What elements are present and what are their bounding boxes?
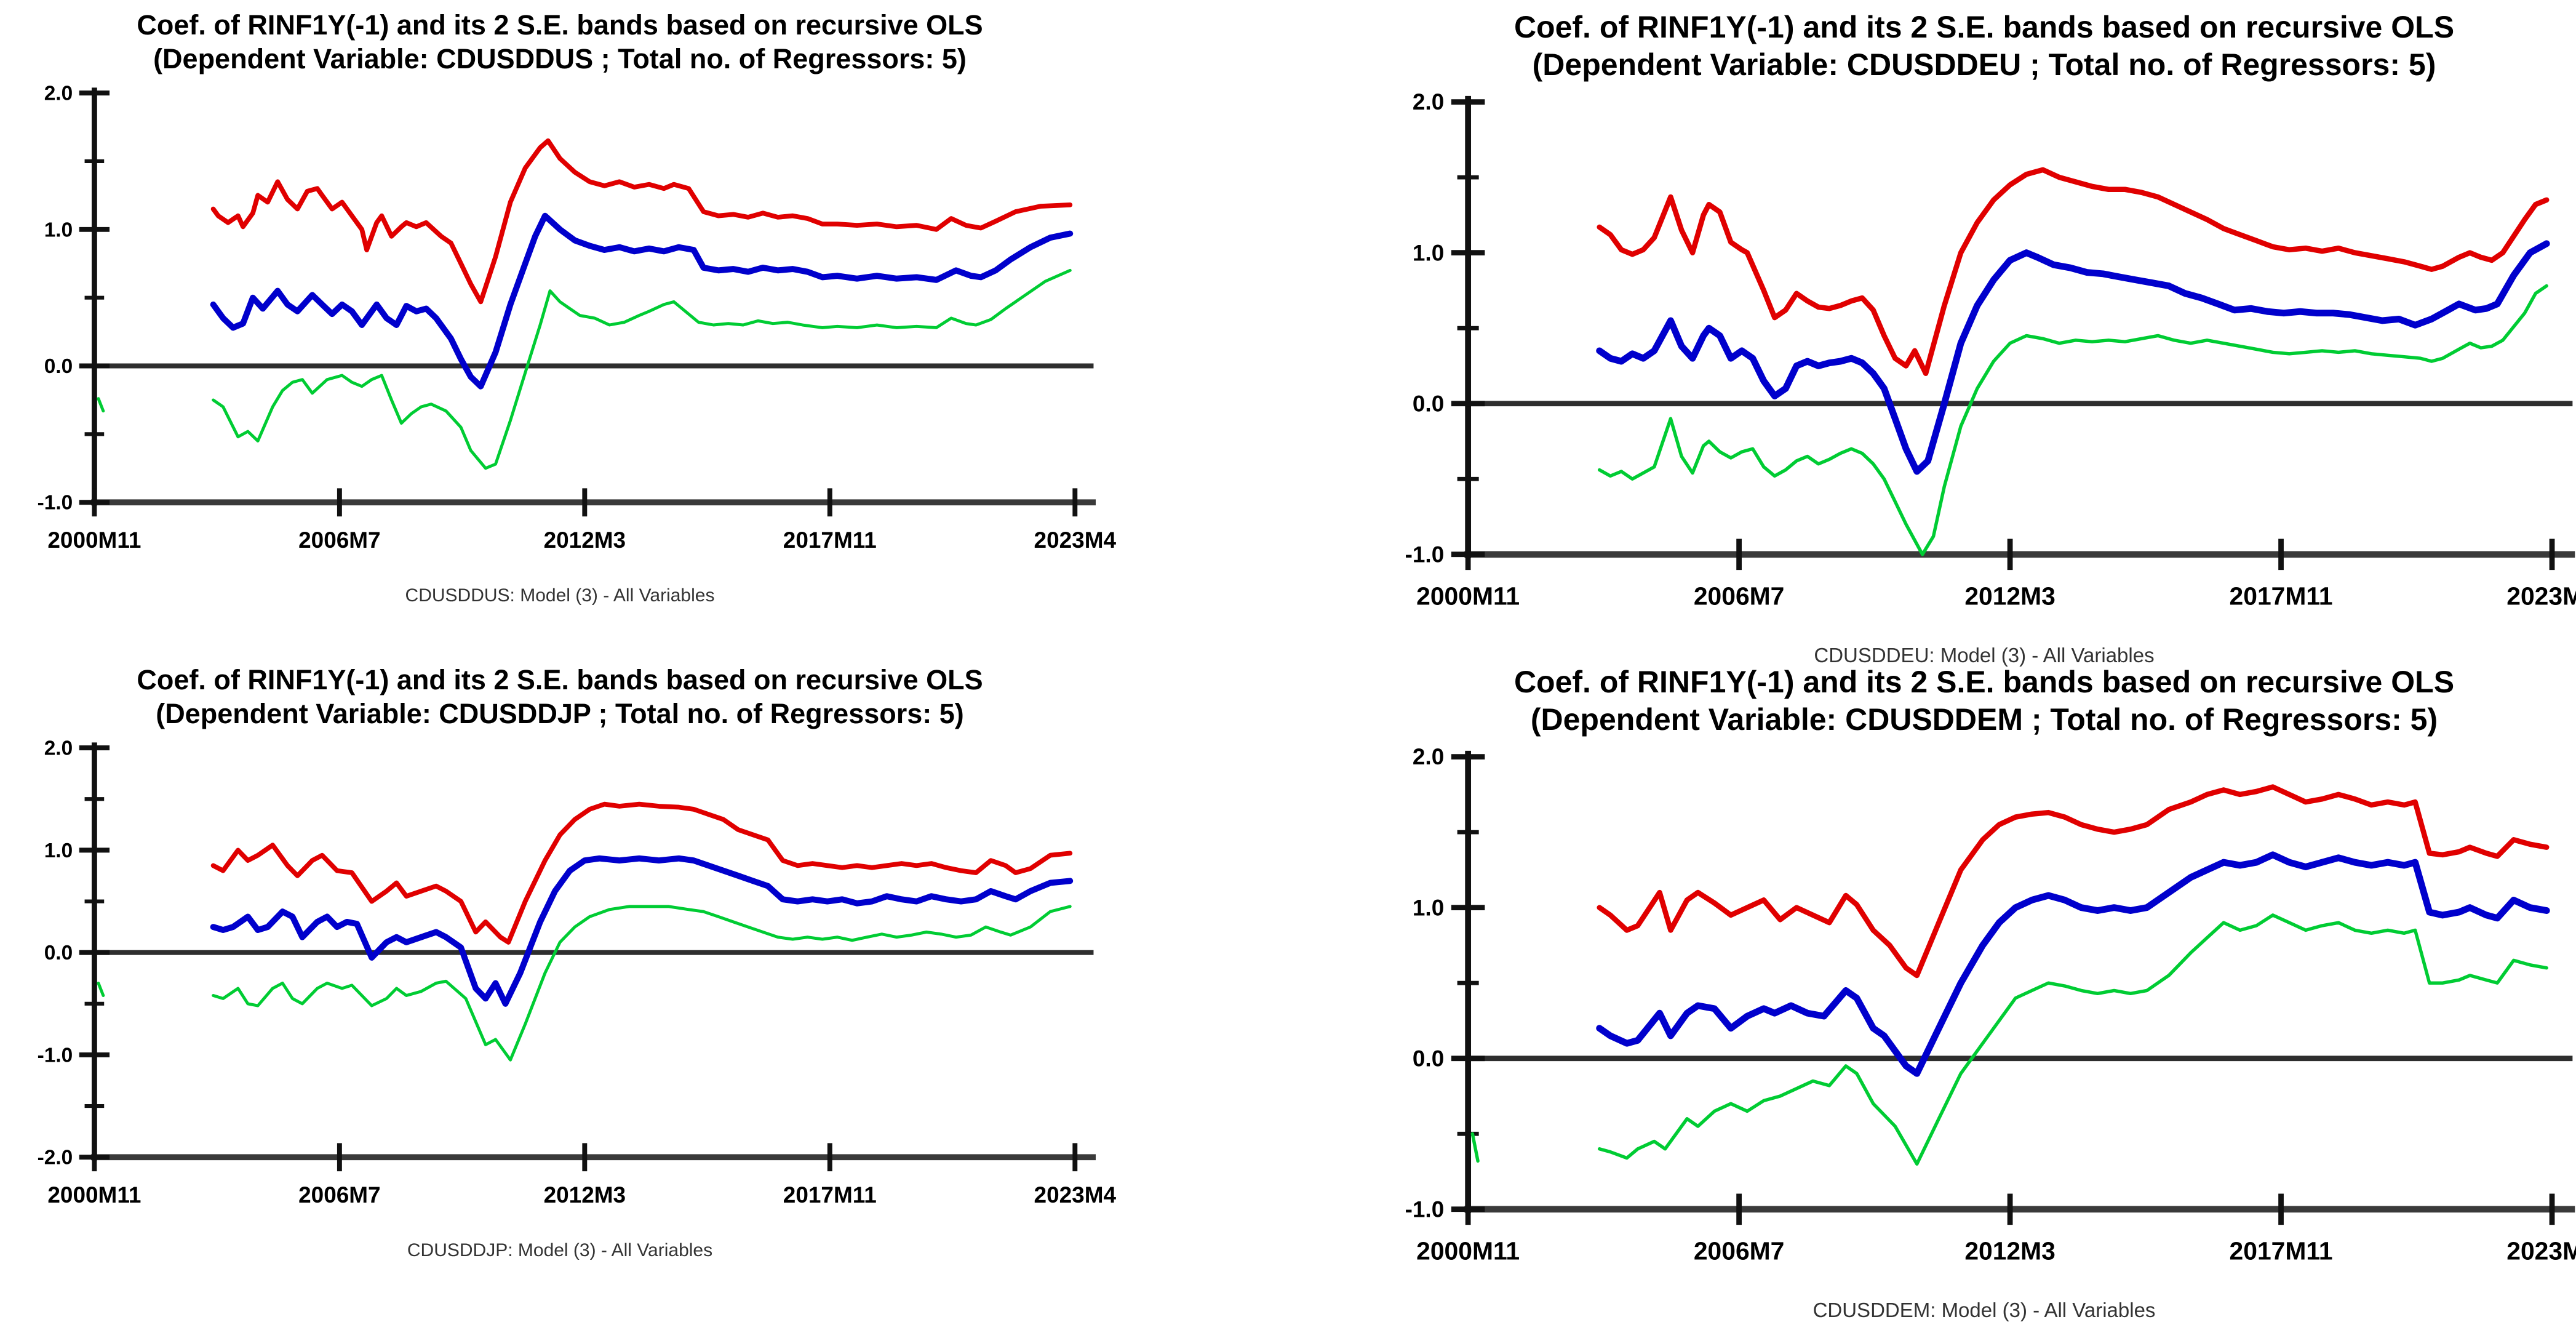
x-tick-label: 2000M11 bbox=[47, 1182, 141, 1208]
x-tick-label: 2017M11 bbox=[783, 527, 877, 553]
chart-title: Coef. of RINF1Y(-1) and its 2 S.E. bands… bbox=[1513, 665, 2455, 699]
panel-cdusddeu: Coef. of RINF1Y(-1) and its 2 S.E. bands… bbox=[1286, 0, 2576, 667]
title-block: Coef. of RINF1Y(-1) and its 2 S.E. bands… bbox=[18, 9, 1101, 76]
recursive-coefficient-plot-cdusddjp: -2.0 -1.0 0.0 1.0 2.0 2000M11 2006M7 2012M3 2017… bbox=[18, 735, 1117, 1217]
series-coefficient bbox=[1596, 851, 2550, 1077]
recursive-coefficient-plot-cdusddem: -1.0 0.0 1.0 2.0 2000M11 2006M7 2012M3 2017M11 2… bbox=[1384, 742, 2576, 1275]
x-tick-label: 2006M7 bbox=[1694, 582, 1785, 610]
chart-caption: CDUSDDUS: Model (3) - All Variables bbox=[405, 585, 715, 606]
chart-title: Coef. of RINF1Y(-1) and its 2 S.E. bands… bbox=[137, 664, 983, 695]
x-tick-label: 2006M7 bbox=[298, 1182, 380, 1208]
x-tick-label: 2012M3 bbox=[1964, 582, 2056, 610]
x-tick-label: 2017M11 bbox=[783, 1182, 877, 1208]
chart-title: Coef. of RINF1Y(-1) and its 2 S.E. bands… bbox=[1513, 10, 2455, 44]
title-block: Coef. of RINF1Y(-1) and its 2 S.E. bands… bbox=[18, 663, 1101, 731]
y-tick-label: 0.0 bbox=[44, 355, 73, 378]
chart-canvas: -1.0 0.0 1.0 2.0 2000M11 2006M7 2012M3 2017M11 2… bbox=[38, 82, 1117, 553]
chart-canvas: -2.0 -1.0 0.0 1.0 2.0 2000M11 2006M7 2012M3 2017… bbox=[38, 737, 1117, 1208]
x-tick-label: 2012M3 bbox=[544, 1182, 626, 1208]
y-tick-label: 0.0 bbox=[44, 942, 73, 964]
series-upper_2se_band bbox=[210, 801, 1073, 945]
x-tick-label: 2017M11 bbox=[2230, 1236, 2333, 1265]
series-upper_2se_band bbox=[1597, 784, 2550, 979]
x-tick-label: 2006M7 bbox=[1694, 1236, 1785, 1265]
y-tick-label: -1.0 bbox=[38, 1044, 73, 1067]
title-block: Coef. of RINF1Y(-1) and its 2 S.E. bands… bbox=[1384, 663, 2576, 739]
x-tick-label: 2006M7 bbox=[298, 527, 380, 553]
chart-subtitle: (Dependent Variable: CDUSDDEM ; Total no… bbox=[1530, 702, 2438, 737]
title-block: Coef. of RINF1Y(-1) and its 2 S.E. bands… bbox=[1384, 9, 2576, 84]
x-tick-label: 2023M4 bbox=[2506, 1236, 2576, 1265]
x-tick-label: 2012M3 bbox=[544, 527, 626, 553]
y-tick-label: 2.0 bbox=[44, 737, 73, 759]
y-tick-label: 0.0 bbox=[1413, 1046, 1444, 1071]
recursive-coefficient-plot-cdusddeu: -1.0 0.0 1.0 2.0 2000M11 2006M7 2012M3 2017M11 2… bbox=[1384, 87, 2576, 620]
series-upper_2se_band bbox=[210, 138, 1073, 305]
chart-canvas: -1.0 0.0 1.0 2.0 2000M11 2006M7 2012M3 2017M11 2… bbox=[1405, 89, 2576, 610]
series-lower_2se_band bbox=[212, 905, 1072, 1062]
y-tick-label: 1.0 bbox=[1413, 895, 1444, 920]
x-tick-label: 2023M4 bbox=[1034, 527, 1117, 553]
series-lower_2se_band_stub bbox=[97, 396, 105, 412]
series-coefficient bbox=[210, 212, 1074, 390]
y-tick-label: 1.0 bbox=[44, 218, 73, 241]
chart-subtitle: (Dependent Variable: CDUSDDEU ; Total no… bbox=[1532, 47, 2436, 82]
chart-subtitle: (Dependent Variable: CDUSDDJP ; Total no… bbox=[156, 697, 964, 729]
y-tick-label: 1.0 bbox=[1413, 240, 1444, 265]
series-lower_2se_band bbox=[212, 268, 1072, 470]
series-lower_2se_band bbox=[1597, 913, 2548, 1166]
chart-canvas: -1.0 0.0 1.0 2.0 2000M11 2006M7 2012M3 2017M11 2… bbox=[1405, 744, 2576, 1265]
chart-subtitle: (Dependent Variable: CDUSDDUS ; Total no… bbox=[153, 42, 967, 74]
panel-cdusddus: Coef. of RINF1Y(-1) and its 2 S.E. bands… bbox=[0, 0, 1286, 655]
y-tick-label: -1.0 bbox=[1405, 542, 1445, 567]
chart-caption: CDUSDDEU: Model (3) - All Variables bbox=[1814, 644, 2155, 667]
y-tick-label: 2.0 bbox=[44, 82, 73, 105]
chart-caption: CDUSDDJP: Model (3) - All Variables bbox=[407, 1240, 713, 1260]
x-tick-label: 2023M4 bbox=[1034, 1182, 1117, 1208]
panel-cdusddjp: Coef. of RINF1Y(-1) and its 2 S.E. bands… bbox=[0, 655, 1286, 1310]
recursive-coefficient-plot-cdusddus: -1.0 0.0 1.0 2.0 2000M11 2006M7 2012M3 2017M11 2… bbox=[18, 80, 1117, 562]
x-tick-label: 2000M11 bbox=[1416, 582, 1520, 610]
chart-title: Coef. of RINF1Y(-1) and its 2 S.E. bands… bbox=[137, 9, 983, 41]
series-lower_2se_band_stub bbox=[1470, 1132, 1480, 1163]
x-tick-label: 2000M11 bbox=[1416, 1236, 1520, 1265]
y-tick-label: 2.0 bbox=[1413, 744, 1444, 769]
y-tick-label: 0.0 bbox=[1413, 391, 1444, 416]
y-tick-label: -2.0 bbox=[38, 1146, 73, 1169]
x-tick-label: 2000M11 bbox=[47, 527, 141, 553]
x-tick-label: 2012M3 bbox=[1964, 1236, 2056, 1265]
y-tick-label: 2.0 bbox=[1413, 89, 1444, 114]
series-lower_2se_band bbox=[1597, 284, 2548, 556]
series-upper_2se_band bbox=[1597, 167, 2550, 376]
series-lower_2se_band_stub bbox=[97, 981, 105, 997]
y-tick-label: 1.0 bbox=[44, 839, 73, 862]
chart-caption: CDUSDDEM: Model (3) - All Variables bbox=[1812, 1299, 2156, 1321]
series-coefficient bbox=[1596, 240, 2550, 475]
x-tick-label: 2017M11 bbox=[2230, 582, 2333, 610]
y-tick-label: -1.0 bbox=[38, 491, 73, 514]
x-tick-label: 2023M4 bbox=[2506, 582, 2576, 610]
panel-cdusddem: Coef. of RINF1Y(-1) and its 2 S.E. bands… bbox=[1286, 655, 2576, 1321]
y-tick-label: -1.0 bbox=[1405, 1196, 1445, 1222]
series-coefficient bbox=[210, 855, 1074, 1007]
